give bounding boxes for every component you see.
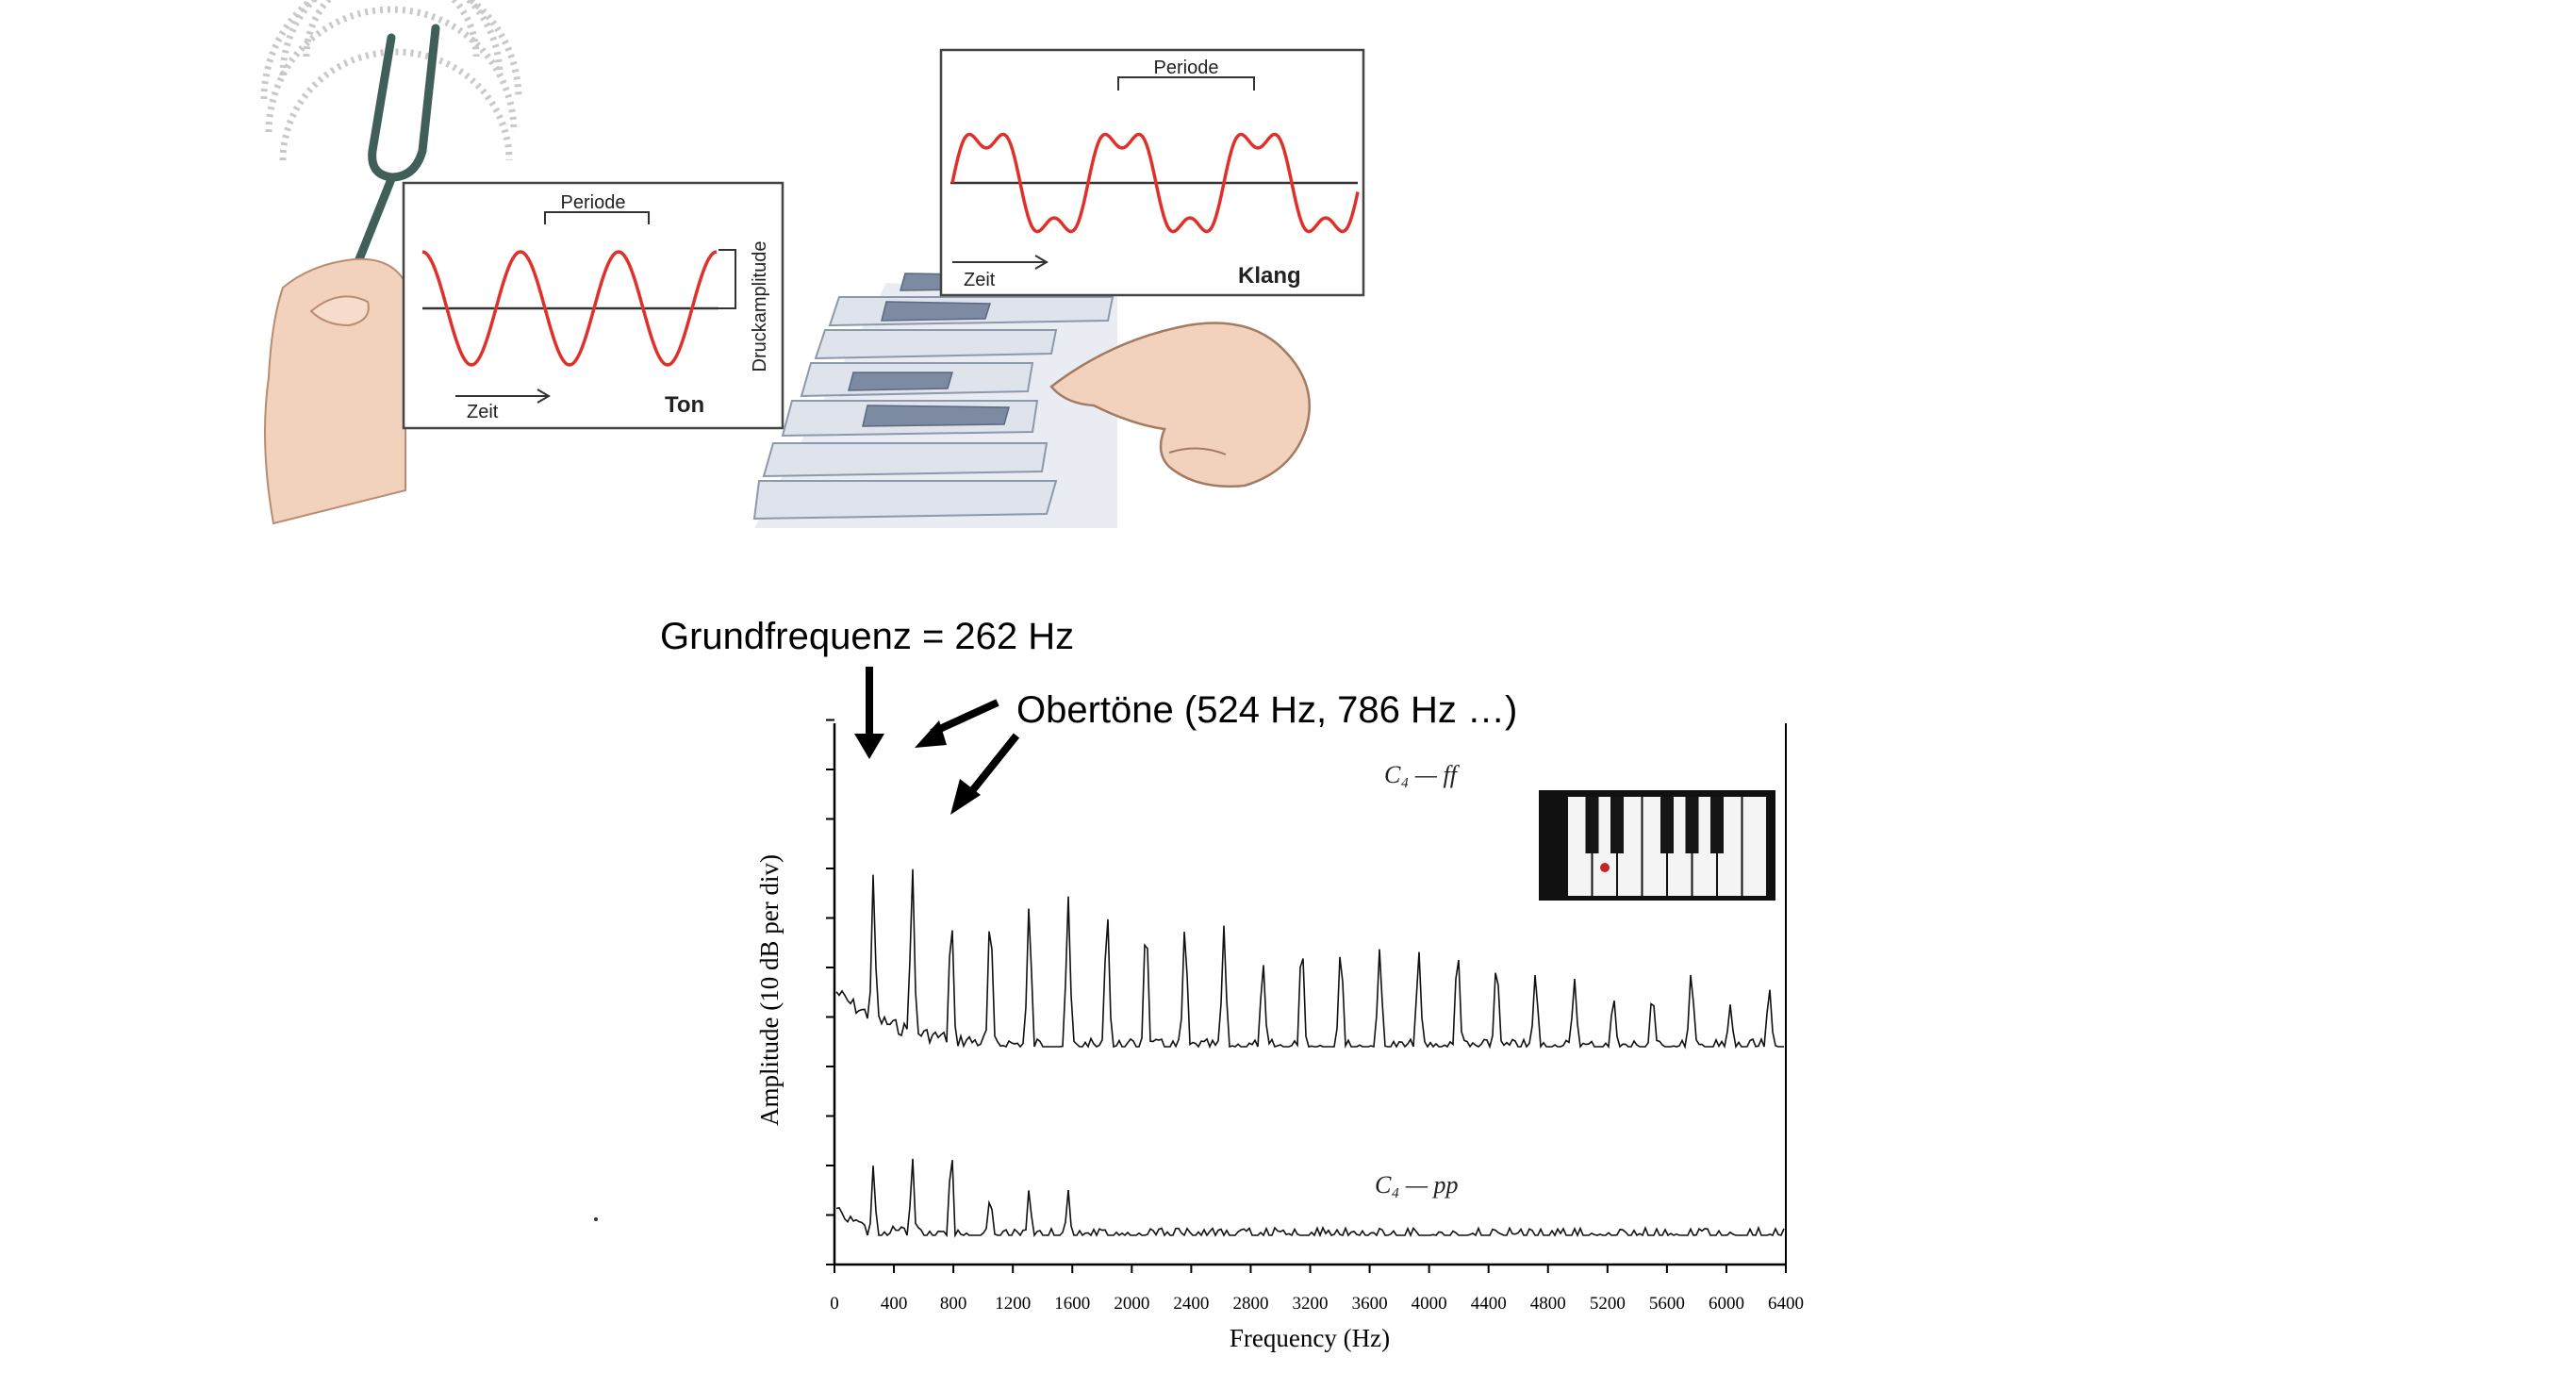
black-key <box>1710 797 1724 853</box>
piano-illustration <box>752 273 1311 528</box>
x-tick-label: 0 <box>830 1294 839 1314</box>
black-key <box>1660 797 1674 853</box>
x-tick-label: 4800 <box>1530 1294 1566 1314</box>
ton-sine-wave <box>421 250 718 367</box>
key-marker <box>1600 863 1610 872</box>
overtones-label: Obertöne (524 Hz, 786 Hz …) <box>1016 689 1517 731</box>
arrow-left-icon <box>915 720 947 748</box>
stray-dot <box>594 1217 598 1221</box>
x-tick-label: 2800 <box>1232 1294 1268 1314</box>
x-tick-label: 400 <box>881 1294 908 1314</box>
x-ticks: 0 400 800 1200 1600 2000 2400 2800 3200 3600 4000 4… <box>830 1265 1804 1314</box>
keyboard-inset-icon <box>1539 790 1775 901</box>
x-tick-label: 4000 <box>1412 1294 1447 1314</box>
tuning-fork-illustration <box>260 0 522 525</box>
x-tick-label: 3200 <box>1293 1294 1329 1314</box>
black-key <box>1585 797 1599 853</box>
piano-keys-icon <box>752 273 1117 528</box>
white-key <box>1742 797 1766 896</box>
klang-bracket <box>1117 76 1255 91</box>
klang-period-label: Periode <box>1154 58 1219 78</box>
time-arrow-icon <box>537 389 551 404</box>
x-tick-label: 5600 <box>1649 1294 1685 1314</box>
x-tick-label: 1200 <box>995 1294 1031 1314</box>
y-axis-label: Amplitude (10 dB per div) <box>755 854 784 1126</box>
klang-time-label: Zeit <box>964 270 996 290</box>
ton-time-label: Zeit <box>467 402 499 422</box>
klang-type-label: Klang <box>1238 263 1301 289</box>
black-key <box>1610 797 1624 853</box>
x-tick-label: 2000 <box>1114 1294 1149 1314</box>
x-axis-label: Frequency (Hz) <box>1230 1324 1390 1352</box>
amplitude-label: Druckamplitude <box>750 241 770 372</box>
x-tick-label: 800 <box>940 1294 967 1314</box>
time-arrow-icon <box>1034 255 1049 270</box>
trace-pp-label: C₄ — pp <box>1375 1171 1459 1199</box>
ton-wave-box: Periode Druckamplitude Zeit Ton <box>402 181 784 430</box>
arrow-diagonal-icon <box>950 779 981 815</box>
hand-icon <box>264 257 406 525</box>
ton-period-label: Periode <box>561 192 626 213</box>
arrow-down-icon <box>854 734 884 759</box>
finger-pointing-icon <box>1049 322 1311 488</box>
amplitude-bracket <box>718 249 736 309</box>
trace-ff-label: C₄ — ff <box>1384 761 1461 788</box>
x-tick-label: 1600 <box>1054 1294 1090 1314</box>
x-tick-label: 6000 <box>1709 1294 1744 1314</box>
y-ticks <box>826 719 834 1265</box>
ton-type-label: Ton <box>665 392 704 418</box>
trace-ff-line <box>835 868 1784 1050</box>
x-tick-label: 2400 <box>1173 1294 1209 1314</box>
spectrum-plot: 0 400 800 1200 1600 2000 2400 2800 3200 3600 4000 4… <box>755 719 1804 1352</box>
klang-complex-wave <box>950 132 1360 234</box>
black-key <box>1685 797 1699 853</box>
fundamental-label: Grundfrequenz = 262 Hz <box>660 616 1074 657</box>
tuning-fork-icon <box>349 24 440 278</box>
x-tick-label: 4400 <box>1471 1294 1507 1314</box>
sound-waves-icon <box>260 0 522 161</box>
x-tick-label: 6400 <box>1768 1294 1804 1314</box>
annotation-arrows <box>854 667 1020 815</box>
trace-pp-line <box>835 1158 1785 1238</box>
x-tick-label: 3600 <box>1352 1294 1388 1314</box>
klang-wave-box: Periode Zeit Klang <box>939 48 1365 297</box>
ton-bracket <box>544 211 650 224</box>
x-tick-label: 5200 <box>1590 1294 1626 1314</box>
